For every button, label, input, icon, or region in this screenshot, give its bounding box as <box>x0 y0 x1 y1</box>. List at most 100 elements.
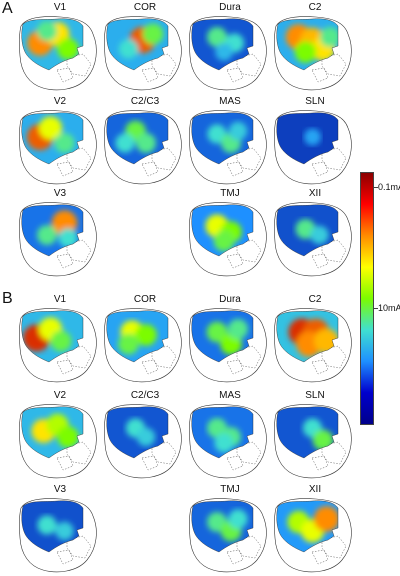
heat-region-border <box>21 310 84 363</box>
heatmap <box>276 18 339 70</box>
heat-spot <box>215 43 233 61</box>
section-border <box>19 16 97 91</box>
section-outline <box>19 498 97 573</box>
heat-region-border <box>191 310 254 363</box>
nucleus-outline <box>56 239 92 269</box>
brainstem-map-v3: V3 <box>17 188 103 280</box>
brainstem-map-sln: SLN <box>272 96 358 188</box>
heatmap <box>276 310 339 362</box>
heat-region-border <box>191 500 254 553</box>
map-label: MAS <box>219 390 241 401</box>
section-outline <box>274 110 352 185</box>
heat-region-border <box>276 500 339 553</box>
heat-spot <box>37 225 57 245</box>
nucleus-outline <box>141 53 177 83</box>
section-border <box>19 202 97 277</box>
map-label: COR <box>133 2 157 13</box>
heat-region-border <box>191 18 254 71</box>
map-label: XII <box>308 188 322 199</box>
section-border <box>19 110 97 185</box>
section-outline <box>19 202 97 277</box>
brainstem-map-c2: C2 <box>272 294 358 386</box>
section-border <box>104 308 182 383</box>
brainstem-map-tmj: TMJ <box>187 484 273 576</box>
map-label: C2 <box>308 2 322 13</box>
heat-region-border <box>276 310 339 363</box>
brainstem-map-sln: SLN <box>272 390 358 482</box>
section-outline <box>19 404 97 479</box>
heat-spot <box>207 27 227 47</box>
section-border <box>19 498 97 573</box>
heatmap <box>276 500 339 552</box>
heat-spot <box>228 121 248 141</box>
section-outline <box>189 16 267 91</box>
heat-spot <box>314 328 339 354</box>
map-label: V3 <box>53 188 67 199</box>
brainstem-map-mas: MAS <box>187 390 273 482</box>
section-outline <box>189 404 267 479</box>
map-label: SLN <box>305 96 325 107</box>
colorbar-label-top: 0.1mA <box>378 182 400 192</box>
nucleus-outline <box>141 441 177 471</box>
brainstem-map-xii: XII <box>272 484 358 576</box>
heat-region-border <box>191 406 254 459</box>
map-label: TMJ <box>220 188 240 199</box>
heat-spot <box>304 128 321 146</box>
section-outline <box>19 16 97 91</box>
heatmap <box>276 204 338 256</box>
section-border <box>189 404 267 479</box>
map-label: V2 <box>53 390 67 401</box>
heat-spot <box>38 116 63 140</box>
brainstem-map-tmj: TMJ <box>187 188 273 280</box>
heat-region-border <box>106 310 169 363</box>
heatmap <box>276 112 338 164</box>
colorbar <box>360 172 374 425</box>
heat-spot <box>294 41 317 63</box>
heat-spot <box>50 330 72 352</box>
nucleus-outline <box>311 441 347 471</box>
heat-spot <box>55 521 74 541</box>
heatmap <box>21 500 83 552</box>
nucleus-outline <box>311 345 347 375</box>
heat-spot <box>320 27 339 47</box>
section-outline <box>104 308 182 383</box>
heatmap <box>21 18 83 70</box>
heat-spot <box>206 321 228 343</box>
brainstem-map-mas: MAS <box>187 96 273 188</box>
heatmap <box>191 310 253 362</box>
section-outline <box>274 498 352 573</box>
brainstem-map-cor: COR <box>102 2 188 94</box>
nucleus-outline <box>226 147 262 177</box>
heat-spot <box>142 23 164 45</box>
heat-spot <box>37 515 57 535</box>
nucleus-outline <box>141 345 177 375</box>
nucleus-outline <box>311 147 347 177</box>
brainstem-map-v1: V1 <box>17 294 103 386</box>
map-label: C2/C3 <box>130 96 160 107</box>
section-border <box>189 498 267 573</box>
nucleus-outline <box>226 345 262 375</box>
brainstem-map-c2: C2 <box>272 2 358 94</box>
map-label: C2/C3 <box>130 390 160 401</box>
heatmap <box>191 406 253 458</box>
map-label: TMJ <box>220 484 240 495</box>
section-outline <box>189 498 267 573</box>
heat-region-border <box>106 406 169 459</box>
section-border <box>189 308 267 383</box>
section-outline <box>274 16 352 91</box>
section-outline <box>274 202 352 277</box>
heatmap <box>106 310 168 362</box>
heat-region-border <box>276 406 339 459</box>
map-label: Dura <box>219 2 241 13</box>
nucleus-outline <box>311 53 347 83</box>
brainstem-map-v3: V3 <box>17 484 103 576</box>
section-border <box>274 498 352 573</box>
heat-region-border <box>21 406 84 459</box>
section-outline <box>274 308 352 383</box>
heat-spot <box>228 509 248 529</box>
map-label: V3 <box>53 484 67 495</box>
heat-spot <box>118 39 139 59</box>
panel-b-letter: B <box>2 290 13 307</box>
section-border <box>274 404 352 479</box>
heat-spot <box>207 124 227 144</box>
